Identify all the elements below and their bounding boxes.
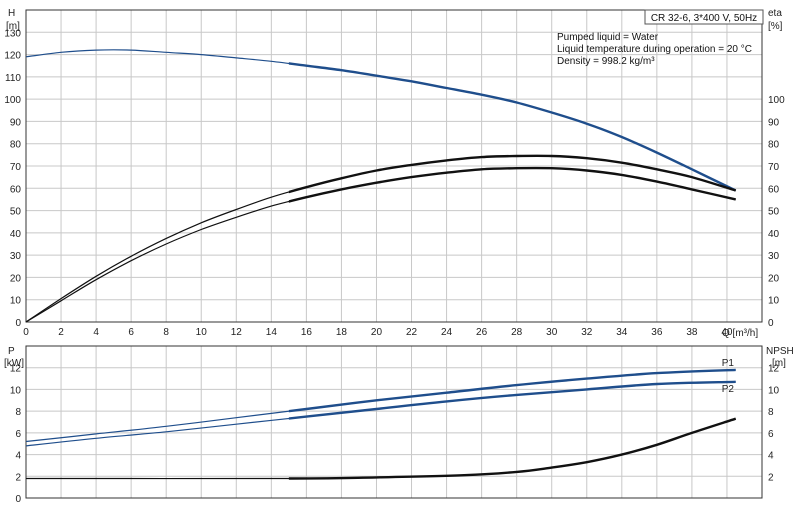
x-tick-label: 38: [686, 327, 698, 338]
y-tick-label: 12: [10, 364, 22, 375]
y-axis-unit-power: [kW]: [4, 358, 24, 369]
y-tick-label: 4: [15, 451, 21, 462]
x-tick-label: 2: [58, 327, 64, 338]
x-tick-label: 6: [128, 327, 134, 338]
y2-tick-label: 10: [768, 296, 780, 307]
series-line-head-2: [25, 167, 736, 323]
series-line-power-2-operating: [288, 417, 737, 480]
x-tick-label: 20: [371, 327, 383, 338]
y2-tick-label: 12: [768, 364, 780, 375]
x-tick-label: 26: [476, 327, 488, 338]
series-line-power-0: [25, 369, 736, 443]
y-tick-label: 10: [10, 385, 22, 396]
y-tick-label: 110: [5, 73, 21, 84]
y2-axis-label-eta: eta: [768, 8, 782, 19]
x-tick-label: 0: [23, 327, 29, 338]
series-line-head-2-operating: [288, 166, 736, 203]
y-tick-label: 100: [4, 95, 21, 106]
annotation-liquid: Pumped liquid = Water: [557, 32, 659, 43]
y2-axis-label-npsh: NPSH: [766, 346, 794, 357]
y2-tick-label: 30: [768, 251, 780, 262]
y-tick-label: 6: [15, 429, 21, 440]
series-line-power-1: [25, 381, 736, 447]
x-tick-label: 32: [581, 327, 593, 338]
series-line-head-0-operating: [288, 62, 737, 192]
y2-tick-label: 8: [768, 407, 774, 418]
y2-tick-label: 4: [768, 451, 774, 462]
x-axis-label-flow: Q [m³/h]: [722, 328, 758, 339]
chart-title: CR 32-6, 3*400 V, 50Hz: [651, 13, 757, 24]
y2-tick-label: 6: [768, 429, 774, 440]
annotation-density: Density = 998.2 kg/m³: [557, 56, 655, 67]
x-tick-label: 28: [511, 327, 523, 338]
x-tick-label: 12: [231, 327, 243, 338]
y2-tick-label: 20: [768, 273, 780, 284]
x-tick-label: 18: [336, 327, 348, 338]
power-npsh-panel: 0 2 4 6 8 10 12 2 4 6 8 10 12 P1 P2: [10, 345, 780, 505]
y-tick-label: 90: [10, 117, 22, 128]
y-axis-label-head: H: [8, 8, 15, 19]
series-line-power-0-operating: [288, 368, 736, 413]
x-tick-label: 24: [441, 327, 453, 338]
title-box: [644, 9, 764, 25]
y-tick-label: 2: [15, 472, 21, 483]
y-tick-label: 0: [15, 494, 21, 505]
series-label-p2: P2: [722, 384, 735, 395]
series-line-power-1-operating: [288, 380, 736, 420]
y2-tick-label: 10: [768, 385, 780, 396]
y2-tick-label: 40: [768, 229, 780, 240]
y-axis-unit-head: [m]: [6, 21, 20, 32]
x-tick-label: 14: [266, 327, 278, 338]
y2-tick-label: 70: [768, 162, 780, 173]
x-tick-label: 8: [163, 327, 169, 338]
x-tick-label: 4: [93, 327, 99, 338]
y-tick-label: 70: [10, 162, 22, 173]
y2-tick-label: 50: [768, 207, 780, 218]
y-tick-label: 50: [10, 207, 22, 218]
y-tick-label: 10: [10, 296, 22, 307]
y-tick-label: 80: [10, 140, 22, 151]
x-tick-label: 16: [301, 327, 313, 338]
series-line-head-1: [25, 155, 736, 323]
y2-tick-label: 60: [768, 184, 780, 195]
y-tick-label: 40: [10, 229, 22, 240]
series-label-p1: P1: [722, 358, 735, 369]
y2-axis-unit-npsh: [m]: [772, 358, 786, 369]
x-tick-label: 40: [721, 327, 733, 338]
x-tick-label: 10: [196, 327, 208, 338]
y2-tick-label: 90: [768, 117, 780, 128]
y-tick-label: 120: [4, 51, 21, 62]
series-line-head-1-operating: [288, 154, 737, 194]
y-tick-label: 30: [10, 251, 22, 262]
y-axis-label-power: P: [8, 346, 15, 357]
x-tick-label: 34: [616, 327, 628, 338]
annotation-temperature: Liquid temperature during operation = 20…: [557, 44, 752, 55]
y-tick-label: 20: [10, 273, 22, 284]
y2-tick-label: 0: [768, 318, 774, 329]
head-efficiency-panel: 0102030405060708090100110120130010203040…: [4, 9, 785, 338]
x-tick-label: 30: [546, 327, 558, 338]
y2-axis-unit-eta: [%]: [768, 21, 783, 32]
y2-tick-label: 80: [768, 140, 780, 151]
y-tick-label: 0: [15, 318, 21, 329]
y-tick-label: 130: [4, 28, 21, 39]
plot-frame: [25, 9, 763, 323]
x-tick-label: 22: [406, 327, 418, 338]
y2-tick-label: 2: [768, 472, 774, 483]
x-tick-label: 36: [651, 327, 663, 338]
y-tick-label: 8: [15, 407, 21, 418]
series-line-power-2: [25, 418, 736, 480]
y-tick-label: 60: [10, 184, 22, 195]
y2-tick-label: 100: [768, 95, 785, 106]
plot-frame: [25, 345, 763, 499]
